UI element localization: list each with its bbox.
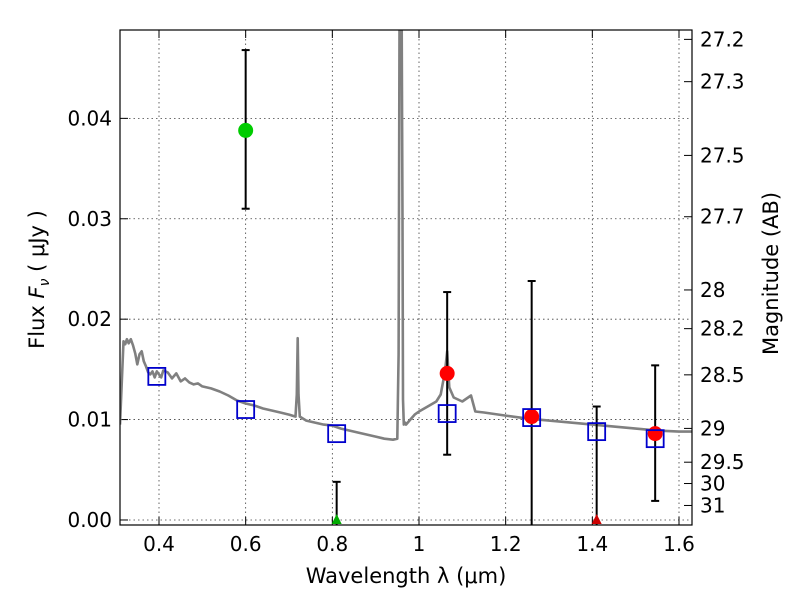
x-tick-label: 1.2 (490, 532, 522, 556)
series (120, 30, 692, 525)
y-tick-label: 0.00 (67, 508, 112, 532)
y-tick-label: 0.04 (67, 106, 112, 130)
upper-limit-marker (591, 513, 602, 524)
y-tick-label: 0.02 (67, 307, 112, 331)
mag-tick-label: 28.5 (700, 363, 745, 387)
observed-point (238, 122, 254, 138)
grid (120, 30, 692, 525)
x-axis-label: Wavelength λ (μm) (306, 564, 507, 588)
mag-tick-label: 29 (700, 416, 725, 440)
mag-tick-label: 27.5 (700, 143, 745, 167)
model-flux-square (327, 424, 347, 444)
mag-tick-label: 30 (700, 472, 725, 496)
model-sed-line (120, 30, 692, 441)
mag-tick-label: 27.2 (700, 27, 745, 51)
x-tick-label: 1.6 (663, 532, 695, 556)
y-ticks: 0.00 0.01 0.02 0.03 0.04 (67, 106, 128, 532)
model-flux-square (645, 429, 665, 449)
x-tick-label: 0.6 (230, 532, 262, 556)
right-axis-label: Magnitude (AB) (759, 192, 783, 355)
mag-tick-label: 29.5 (700, 450, 745, 474)
mag-tick-label: 27.3 (700, 70, 745, 94)
upper-limit-marker (331, 513, 342, 524)
x-tick-label: 0.8 (316, 532, 348, 556)
mag-tick-label: 31 (700, 493, 725, 517)
observed-point (647, 426, 663, 442)
observed-point (439, 365, 455, 381)
plot-frame (119, 29, 693, 526)
mag-tick-label: 27.7 (700, 205, 745, 229)
model-flux-square (437, 404, 457, 423)
x-ticks: 0.4 0.6 0.8 1 1.2 1.4 1.6 (143, 30, 695, 556)
model-flux-square (522, 408, 542, 427)
y-tick-label: 0.03 (67, 207, 112, 231)
y-axis-label: Flux Fν ( μJy ) (25, 210, 53, 349)
mag-tick-label: 28.2 (700, 317, 745, 341)
model-flux-square (147, 366, 167, 386)
mag-tick-label: 28 (700, 278, 725, 302)
x-tick-label: 1 (413, 532, 426, 556)
model-flux-square (587, 422, 607, 442)
observed-point (524, 409, 540, 425)
model-flux-square (236, 400, 256, 419)
y-tick-label: 0.01 (67, 408, 112, 432)
x-tick-label: 1.4 (576, 532, 608, 556)
x-tick-label: 0.4 (143, 532, 175, 556)
